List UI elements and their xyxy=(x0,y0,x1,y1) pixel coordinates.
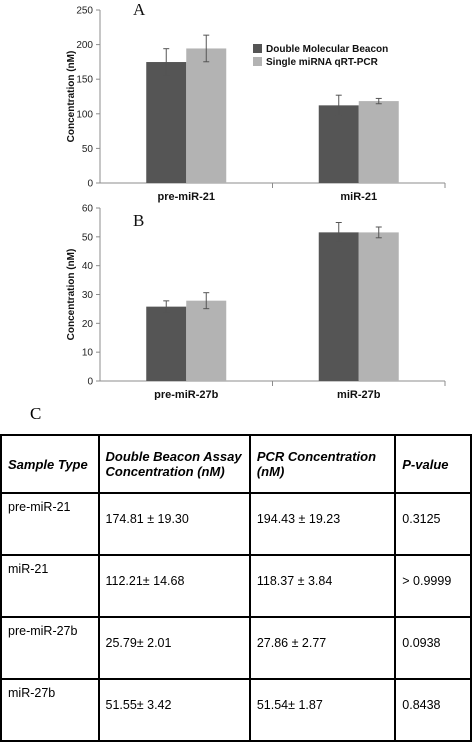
chart-panel-b: 0 10 20 30 40 50 60 Concentration (nM) Bpre-miR-… xyxy=(66,204,446,400)
y-axis-title: Concentration (nM) xyxy=(66,249,77,341)
panel-label-c: C xyxy=(30,404,42,423)
bar-mir-27b-series-1 xyxy=(318,232,359,381)
y-tick-label: 200 xyxy=(76,40,93,51)
bar-pre-mir-27b-series-1 xyxy=(146,306,187,381)
y-tick-label: 250 xyxy=(76,6,93,17)
y-tick-label: 0 xyxy=(87,377,93,388)
pcr-value-cell: 194.43 ± 19.23 xyxy=(248,492,397,556)
y-tick-label: 10 xyxy=(82,348,94,359)
sample-type-cell: pre-miR-27b xyxy=(0,616,100,680)
beacon-value-cell: 51.55± 3.42 xyxy=(97,678,251,742)
header-sample-type: Sample Type xyxy=(0,434,100,494)
y-tick-label: 20 xyxy=(82,319,94,330)
results-table: Sample Type Double Beacon Assay Concentr… xyxy=(0,434,472,742)
beacon-value-cell: 174.81 ± 19.30 xyxy=(97,492,251,556)
bar-mir-21-series-1 xyxy=(318,105,359,183)
panel-label-b: B xyxy=(133,211,144,230)
category-label: miR-21 xyxy=(340,191,377,203)
p-value-cell: 0.3125 xyxy=(394,492,472,556)
y-tick-label: 50 xyxy=(82,144,94,155)
legend-swatch xyxy=(253,44,262,53)
bar-pre-mir-27b-series-2 xyxy=(186,300,227,381)
p-value-cell: 0.8438 xyxy=(394,678,472,742)
y-tick-label: 150 xyxy=(76,75,93,86)
sample-type-cell: miR-27b xyxy=(0,678,100,742)
y-tick-label: 0 xyxy=(87,179,93,190)
legend-swatch xyxy=(253,57,262,66)
category-label: pre-miR-27b xyxy=(154,389,218,400)
y-tick-label: 60 xyxy=(82,204,94,215)
beacon-value-cell: 112.21± 14.68 xyxy=(97,554,251,618)
table-row: pre-miR-21 174.81 ± 19.30 194.43 ± 19.23… xyxy=(0,492,472,556)
bar-pre-mir-21-series-2 xyxy=(186,48,227,184)
category-label: pre-miR-21 xyxy=(158,191,215,203)
y-tick-label: 40 xyxy=(82,261,94,272)
sample-type-cell: pre-miR-21 xyxy=(0,492,100,556)
pcr-value-cell: 118.37 ± 3.84 xyxy=(248,554,397,618)
pcr-value-cell: 51.54± 1.87 xyxy=(248,678,397,742)
bar-mir-21-series-2 xyxy=(358,101,399,183)
y-axis-title: Concentration (nM) xyxy=(66,51,77,143)
category-label: miR-27b xyxy=(337,389,381,400)
bar-pre-mir-21-series-1 xyxy=(146,62,187,183)
table-row: miR-21 112.21± 14.68 118.37 ± 3.84 > 0.9… xyxy=(0,554,472,618)
header-beacon-concentration: Double Beacon Assay Concentration (nM) xyxy=(97,434,251,494)
header-pcr-concentration: PCR Concentration (nM) xyxy=(248,434,397,494)
y-tick-label: 50 xyxy=(82,232,94,243)
legend-label: Double Molecular Beacon xyxy=(266,44,388,55)
header-p-value: P-value xyxy=(394,434,472,494)
table-row: pre-miR-27b 25.79± 2.01 27.86 ± 2.77 0.0… xyxy=(0,616,472,680)
chart-panel-a: 0 50 100 150 200 250 Concentration (nM) Apre-mi… xyxy=(66,0,446,203)
table-row: miR-27b 51.55± 3.42 51.54± 1.87 0.8438 xyxy=(0,678,472,742)
legend-label: Single miRNA qRT-PCR xyxy=(266,57,379,68)
p-value-cell: 0.0938 xyxy=(394,616,472,680)
panel-label-a: A xyxy=(133,0,146,19)
beacon-value-cell: 25.79± 2.01 xyxy=(97,616,251,680)
sample-type-cell: miR-21 xyxy=(0,554,100,618)
y-tick-label: 100 xyxy=(76,109,93,120)
pcr-value-cell: 27.86 ± 2.77 xyxy=(248,616,397,680)
p-value-cell: > 0.9999 xyxy=(394,554,472,618)
y-tick-label: 30 xyxy=(82,290,94,301)
bar-mir-27b-series-2 xyxy=(358,232,399,381)
table-header-row: Sample Type Double Beacon Assay Concentr… xyxy=(0,434,472,494)
